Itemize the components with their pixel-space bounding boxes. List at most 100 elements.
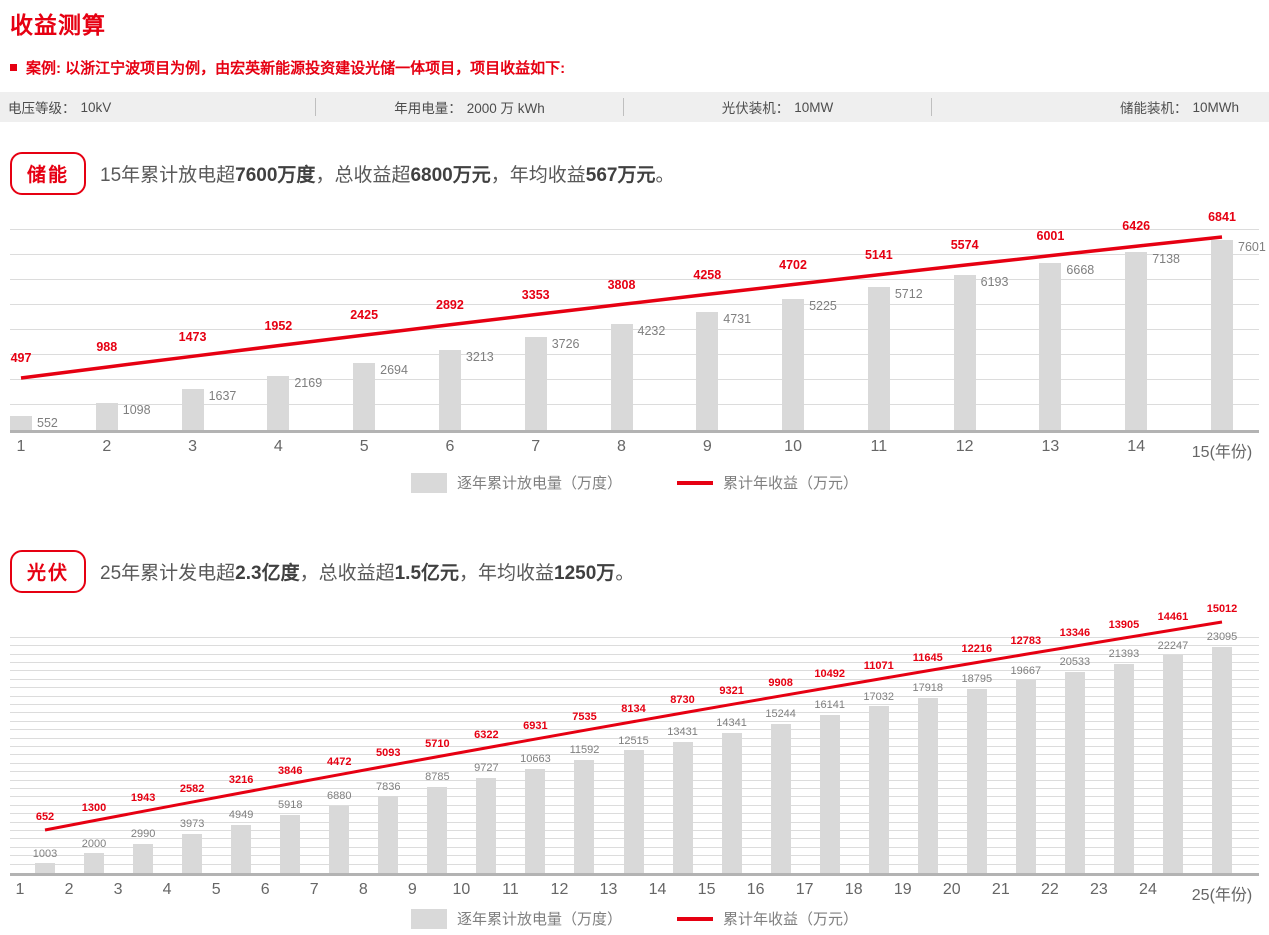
- bar: [280, 815, 301, 873]
- bar-value-label: 15244: [765, 708, 796, 721]
- bar: [610, 324, 633, 430]
- x-axis-label: 12: [955, 438, 974, 455]
- line-value-label: 11645: [912, 651, 943, 664]
- x-axis-label: 5: [211, 881, 221, 898]
- bar-value-label: 18795: [961, 673, 993, 686]
- bar: [782, 299, 805, 430]
- bar: [867, 287, 890, 430]
- bar: [10, 416, 32, 430]
- pv-badge: 光伏: [10, 550, 87, 593]
- line-swatch-icon: [677, 916, 713, 921]
- bar: [868, 706, 889, 873]
- x-axis-label: 8: [617, 438, 626, 455]
- bar-value-label: 1637: [208, 389, 237, 404]
- bar: [353, 362, 376, 430]
- gridline: [10, 653, 1259, 655]
- info-annual-consumption: 年用电量： 2000 万 kWh: [394, 101, 545, 116]
- bar: [1212, 646, 1232, 873]
- bar: [95, 402, 118, 430]
- line-value-label: 14461: [1157, 610, 1189, 623]
- bar-value-label: 3213: [465, 349, 494, 364]
- line-value-label: 2892: [436, 298, 464, 313]
- revenue-line-layer: [44, 620, 1223, 832]
- revenue-line: [20, 235, 1223, 380]
- bar: [721, 732, 742, 873]
- bar: [819, 714, 840, 873]
- info-voltage-level: 电压等级： 10kV: [8, 99, 112, 117]
- x-axis-label: 10: [784, 438, 802, 455]
- bar: [623, 750, 644, 873]
- legend-item-line: 累计年收益（万元）: [677, 908, 858, 929]
- bar: [1015, 680, 1036, 873]
- x-axis-label: 13: [1041, 438, 1060, 455]
- storage-chart: 552 1098 1637 2169 2694 3213 3726 4232 4731 5225 5…: [10, 210, 1266, 470]
- x-axis-label: 2: [64, 881, 74, 898]
- x-axis-label: 3: [188, 438, 198, 455]
- storage-summary: 15年累计放电超7600万度，总收益超6800万元，年均收益567万元。: [100, 165, 675, 186]
- gridline: [10, 737, 1259, 739]
- gridline: [10, 687, 1259, 689]
- gridline: [10, 729, 1259, 731]
- line-value-label: 4702: [779, 257, 807, 272]
- x-axis-label: 11: [502, 881, 519, 898]
- line-value-label: 6426: [1122, 219, 1151, 234]
- bar: [267, 375, 290, 430]
- line-value-label: 15012: [1206, 602, 1238, 615]
- line-value-label: 11071: [863, 660, 894, 672]
- case-text: 案例: 以浙江宁波项目为例，由宏英新能源投资建设光储一体项目，项目收益如下:: [26, 60, 566, 77]
- bar: [329, 805, 350, 873]
- info-pv-capacity: 光伏装机： 10MW: [721, 99, 834, 117]
- bar-swatch-icon: [410, 472, 447, 493]
- line-value-label: 5710: [425, 737, 450, 750]
- gridline: [10, 645, 1259, 647]
- line-value-label: 2425: [350, 308, 379, 323]
- bar-value-label: 3726: [551, 336, 580, 351]
- x-axis-label: 1: [15, 881, 25, 898]
- bar-value-label: 2694: [380, 362, 408, 377]
- bar: [524, 336, 547, 430]
- x-axis-label: 16: [746, 881, 765, 898]
- bar: [378, 796, 399, 873]
- bar-value-label: 16141: [814, 699, 845, 712]
- line-value-label: 1943: [130, 792, 156, 805]
- bar-value-label: 7138: [1152, 251, 1181, 266]
- line-value-label: 1952: [264, 318, 293, 333]
- bar-value-label: 3973: [179, 818, 205, 831]
- bar: [438, 349, 461, 430]
- gridline: [10, 695, 1259, 697]
- bar: [953, 275, 976, 430]
- line-value-label: 652: [35, 810, 55, 823]
- line-value-label: 988: [96, 340, 118, 355]
- line-value-label: 4258: [693, 267, 722, 282]
- line-value-label: 9908: [768, 676, 793, 689]
- line-value-label: 9321: [719, 685, 744, 698]
- x-axis-label: 6: [445, 438, 455, 455]
- line-value-label: 8730: [670, 693, 695, 706]
- info-storage-capacity: 储能装机： 10MWh: [1119, 99, 1239, 117]
- storage-chart-legend: 逐年累计放电量（万度） 累计年收益（万元）: [0, 472, 1269, 493]
- bar: [574, 759, 595, 873]
- page-title: 收益测算: [10, 12, 106, 38]
- bar-value-label: 7836: [376, 780, 401, 793]
- bar-value-label: 6880: [327, 790, 352, 802]
- line-value-label: 4472: [327, 755, 352, 768]
- bar: [1113, 663, 1134, 873]
- revenue-line-layer: [20, 235, 1223, 380]
- line-value-label: 6001: [1036, 228, 1065, 243]
- bar-value-label: 7601: [1238, 239, 1266, 254]
- gridline: [10, 712, 1259, 714]
- gridline: [10, 636, 1259, 638]
- bar-value-label: 13431: [667, 725, 698, 738]
- gridline: [10, 229, 1259, 230]
- gridline: [10, 670, 1259, 672]
- info-bar: 电压等级： 10kV 年用电量： 2000 万 kWh 光伏装机： 10MW 储…: [0, 92, 1269, 122]
- bar: [525, 768, 546, 873]
- bullet-square-icon: [10, 64, 17, 71]
- line-value-label: 1300: [81, 801, 107, 814]
- x-axis-label: 21: [991, 881, 1010, 898]
- divider: [931, 98, 932, 116]
- line-value-label: 3808: [607, 277, 636, 292]
- bar-value-label: 1003: [32, 847, 58, 860]
- bar-value-label: 22247: [1157, 639, 1189, 652]
- line-value-label: 12216: [961, 643, 993, 656]
